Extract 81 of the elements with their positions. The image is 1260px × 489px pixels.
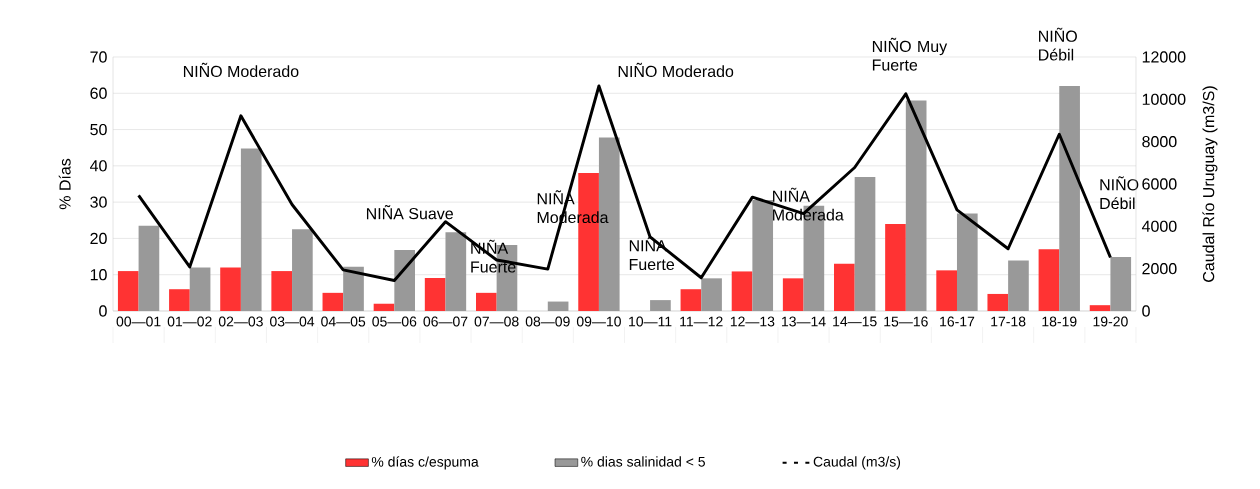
bar xyxy=(445,232,467,311)
x-tick-label: 15—16 xyxy=(884,316,928,327)
x-tick-label: 03—04 xyxy=(270,316,315,327)
bar xyxy=(650,300,671,311)
bar xyxy=(322,292,344,311)
x-tick-label: 05—06 xyxy=(372,316,417,327)
bar xyxy=(782,278,804,311)
bar xyxy=(752,199,774,311)
x-tick-label: 00—01 xyxy=(116,316,161,327)
bar xyxy=(834,263,855,311)
bar xyxy=(885,223,906,311)
x-tick-label: 02—03 xyxy=(218,316,263,327)
bar xyxy=(1089,305,1111,311)
annotation: NIÑO Moderado xyxy=(618,62,734,78)
y-tick-label: 20 xyxy=(90,232,107,245)
annotation: NIÑO Muy Fuerte xyxy=(872,37,948,71)
bar xyxy=(240,148,262,311)
x-tick-label: 01—02 xyxy=(167,316,212,327)
bar xyxy=(731,271,753,311)
x-tick-label: 17-18 xyxy=(991,316,1026,327)
bar xyxy=(854,177,876,311)
y2-tick-label: 4000 xyxy=(1141,220,1177,232)
y2-tick-label: 0 xyxy=(1142,305,1150,317)
y-tick-label: 10 xyxy=(90,269,107,281)
bar xyxy=(117,271,139,311)
y2-axis-title: Caudal Río Uruguay (m3/S) xyxy=(1202,86,1218,282)
x-tick-label: 13—14 xyxy=(782,316,826,327)
x-tick-label: 18-19 xyxy=(1042,316,1077,327)
legend-label: Caudal (m3/s) xyxy=(813,456,901,470)
bar xyxy=(1110,256,1132,311)
y2-tick-label: 12000 xyxy=(1142,51,1186,63)
bar xyxy=(343,266,364,311)
bar xyxy=(138,225,160,311)
bar xyxy=(189,267,211,311)
x-tick-label: 09—10 xyxy=(576,316,621,327)
y-tick-label: 30 xyxy=(90,196,107,208)
bar xyxy=(424,277,446,311)
y-tick-label: 60 xyxy=(90,87,107,99)
annotation: NIÑA Moderada xyxy=(773,187,844,221)
x-tick-label: 19-20 xyxy=(1093,316,1128,327)
x-tick-label: 10—11 xyxy=(629,316,672,327)
x-tick-label: 07—08 xyxy=(474,316,519,327)
legend-label: % dias salinidad < 5 xyxy=(581,456,705,467)
bar xyxy=(394,250,416,311)
bar xyxy=(680,289,702,311)
y2-tick-label: 8000 xyxy=(1142,136,1177,148)
bar xyxy=(547,301,569,311)
x-tick-label: 12—13 xyxy=(730,316,775,327)
y-tick-label: 50 xyxy=(90,123,107,136)
bar xyxy=(220,267,241,311)
x-tick-label: 14—15 xyxy=(833,316,877,327)
bar xyxy=(956,213,978,311)
bar xyxy=(905,100,927,311)
x-tick-label: 11—12 xyxy=(680,316,723,327)
y2-tick-label: 2000 xyxy=(1142,263,1177,275)
y2-tick-label: 6000 xyxy=(1142,178,1177,190)
bar xyxy=(475,292,497,311)
bar xyxy=(1008,260,1029,311)
bar xyxy=(373,303,395,311)
legend-label: % días c/espuma xyxy=(371,456,479,470)
bar xyxy=(169,289,190,311)
y-tick-label: 0 xyxy=(99,305,107,317)
annotation: NIÑO Moderado xyxy=(183,62,299,78)
bar xyxy=(987,293,1009,311)
bar xyxy=(1038,249,1060,311)
y-tick-label: 40 xyxy=(90,160,107,172)
bar xyxy=(936,270,957,311)
bar xyxy=(292,229,313,311)
x-tick-label: 04—05 xyxy=(321,316,366,327)
y2-tick-label: 10000 xyxy=(1142,93,1186,105)
annotation: NIÑA Suave xyxy=(366,205,453,220)
y-tick-label: 70 xyxy=(90,51,107,63)
annotation: NIÑO Débil xyxy=(1100,176,1139,210)
bar xyxy=(1059,86,1080,311)
y-axis-title: % Días xyxy=(58,158,71,210)
x-tick-label: 16-17 xyxy=(940,316,975,327)
annotation: NIÑO Débil xyxy=(1039,27,1077,61)
x-tick-label: 08—09 xyxy=(525,316,570,327)
bar xyxy=(271,271,293,311)
bar xyxy=(701,278,722,311)
x-tick-label: 06—07 xyxy=(423,316,468,327)
